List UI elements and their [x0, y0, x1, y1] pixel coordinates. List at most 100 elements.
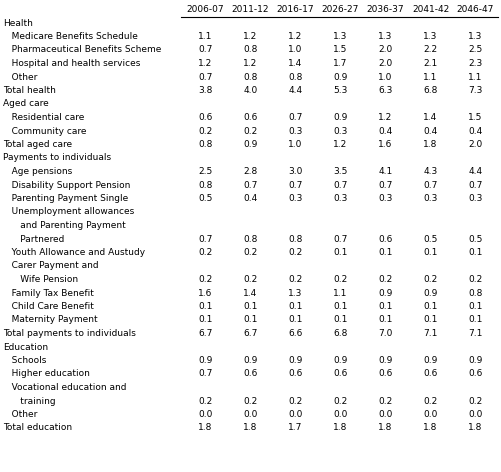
Text: 4.0: 4.0: [243, 86, 257, 95]
Text: 2.0: 2.0: [378, 45, 392, 54]
Text: 0.8: 0.8: [198, 180, 212, 189]
Text: 0.2: 0.2: [198, 396, 212, 405]
Text: 1.1: 1.1: [333, 288, 347, 297]
Text: 2.8: 2.8: [243, 167, 257, 176]
Text: 0.8: 0.8: [288, 73, 302, 82]
Text: 1.2: 1.2: [288, 32, 302, 41]
Text: 0.6: 0.6: [422, 370, 437, 379]
Text: 0.2: 0.2: [243, 126, 257, 135]
Text: 1.2: 1.2: [243, 59, 257, 68]
Text: 5.3: 5.3: [333, 86, 347, 95]
Text: 0.8: 0.8: [198, 140, 212, 149]
Text: Child Care Benefit: Child Care Benefit: [3, 302, 94, 311]
Text: Other: Other: [3, 410, 37, 419]
Text: 2.2: 2.2: [423, 45, 437, 54]
Text: Total health: Total health: [3, 86, 56, 95]
Text: 6.3: 6.3: [378, 86, 392, 95]
Text: 0.2: 0.2: [378, 396, 392, 405]
Text: 0.9: 0.9: [378, 356, 392, 365]
Text: 0.9: 0.9: [333, 73, 347, 82]
Text: 2046-47: 2046-47: [456, 5, 493, 14]
Text: 0.9: 0.9: [198, 356, 212, 365]
Text: 1.3: 1.3: [288, 288, 302, 297]
Text: 4.4: 4.4: [288, 86, 302, 95]
Text: Other: Other: [3, 73, 37, 82]
Text: 2.5: 2.5: [467, 45, 481, 54]
Text: 1.3: 1.3: [333, 32, 347, 41]
Text: 0.7: 0.7: [198, 73, 212, 82]
Text: Partnered: Partnered: [3, 235, 64, 244]
Text: Schools: Schools: [3, 356, 46, 365]
Text: 2.0: 2.0: [467, 140, 481, 149]
Text: 0.3: 0.3: [333, 126, 347, 135]
Text: 3.8: 3.8: [198, 86, 212, 95]
Text: 2036-37: 2036-37: [366, 5, 403, 14]
Text: 0.9: 0.9: [288, 356, 302, 365]
Text: 2006-07: 2006-07: [186, 5, 224, 14]
Text: 0.2: 0.2: [243, 248, 257, 257]
Text: 0.1: 0.1: [198, 302, 212, 311]
Text: 6.7: 6.7: [198, 329, 212, 338]
Text: 0.3: 0.3: [288, 126, 302, 135]
Text: Residential care: Residential care: [3, 113, 84, 122]
Text: 1.7: 1.7: [288, 423, 302, 432]
Text: 0.1: 0.1: [288, 315, 302, 325]
Text: 0.6: 0.6: [288, 370, 302, 379]
Text: 2.1: 2.1: [422, 59, 437, 68]
Text: 6.6: 6.6: [288, 329, 302, 338]
Text: 1.8: 1.8: [378, 423, 392, 432]
Text: 1.0: 1.0: [378, 73, 392, 82]
Text: 0.2: 0.2: [333, 275, 347, 284]
Text: 1.3: 1.3: [422, 32, 437, 41]
Text: 0.7: 0.7: [422, 180, 437, 189]
Text: 0.7: 0.7: [333, 180, 347, 189]
Text: 0.1: 0.1: [467, 248, 482, 257]
Text: 0.7: 0.7: [198, 235, 212, 244]
Text: 0.0: 0.0: [198, 410, 212, 419]
Text: Carer Payment and: Carer Payment and: [3, 261, 98, 270]
Text: 0.1: 0.1: [422, 248, 437, 257]
Text: 0.7: 0.7: [198, 370, 212, 379]
Text: and Parenting Payment: and Parenting Payment: [3, 221, 125, 230]
Text: 0.9: 0.9: [467, 356, 482, 365]
Text: 0.9: 0.9: [243, 140, 257, 149]
Text: 0.6: 0.6: [378, 235, 392, 244]
Text: Total aged care: Total aged care: [3, 140, 72, 149]
Text: 1.6: 1.6: [198, 288, 212, 297]
Text: 4.3: 4.3: [422, 167, 437, 176]
Text: Health: Health: [3, 18, 33, 27]
Text: Payments to individuals: Payments to individuals: [3, 153, 111, 162]
Text: 0.6: 0.6: [243, 370, 257, 379]
Text: Youth Allowance and Austudy: Youth Allowance and Austudy: [3, 248, 145, 257]
Text: 0.9: 0.9: [243, 356, 257, 365]
Text: 2026-27: 2026-27: [321, 5, 359, 14]
Text: 0.2: 0.2: [422, 396, 437, 405]
Text: 7.0: 7.0: [378, 329, 392, 338]
Text: 6.8: 6.8: [422, 86, 437, 95]
Text: 6.7: 6.7: [243, 329, 257, 338]
Text: 0.7: 0.7: [333, 235, 347, 244]
Text: 0.1: 0.1: [198, 315, 212, 325]
Text: 1.4: 1.4: [288, 59, 302, 68]
Text: 1.1: 1.1: [467, 73, 482, 82]
Text: 0.8: 0.8: [243, 45, 257, 54]
Text: 1.8: 1.8: [422, 140, 437, 149]
Text: 0.1: 0.1: [422, 315, 437, 325]
Text: 0.2: 0.2: [243, 275, 257, 284]
Text: 1.0: 1.0: [288, 45, 302, 54]
Text: 0.1: 0.1: [467, 302, 482, 311]
Text: Aged care: Aged care: [3, 100, 49, 109]
Text: Unemployment allowances: Unemployment allowances: [3, 208, 134, 217]
Text: 1.2: 1.2: [378, 113, 392, 122]
Text: 0.8: 0.8: [288, 235, 302, 244]
Text: 0.1: 0.1: [378, 302, 392, 311]
Text: 0.1: 0.1: [333, 315, 347, 325]
Text: 1.5: 1.5: [467, 113, 482, 122]
Text: 0.2: 0.2: [333, 396, 347, 405]
Text: 0.3: 0.3: [333, 194, 347, 203]
Text: 0.6: 0.6: [333, 370, 347, 379]
Text: 0.2: 0.2: [467, 275, 481, 284]
Text: 0.0: 0.0: [467, 410, 482, 419]
Text: 0.0: 0.0: [422, 410, 437, 419]
Text: 0.4: 0.4: [422, 126, 437, 135]
